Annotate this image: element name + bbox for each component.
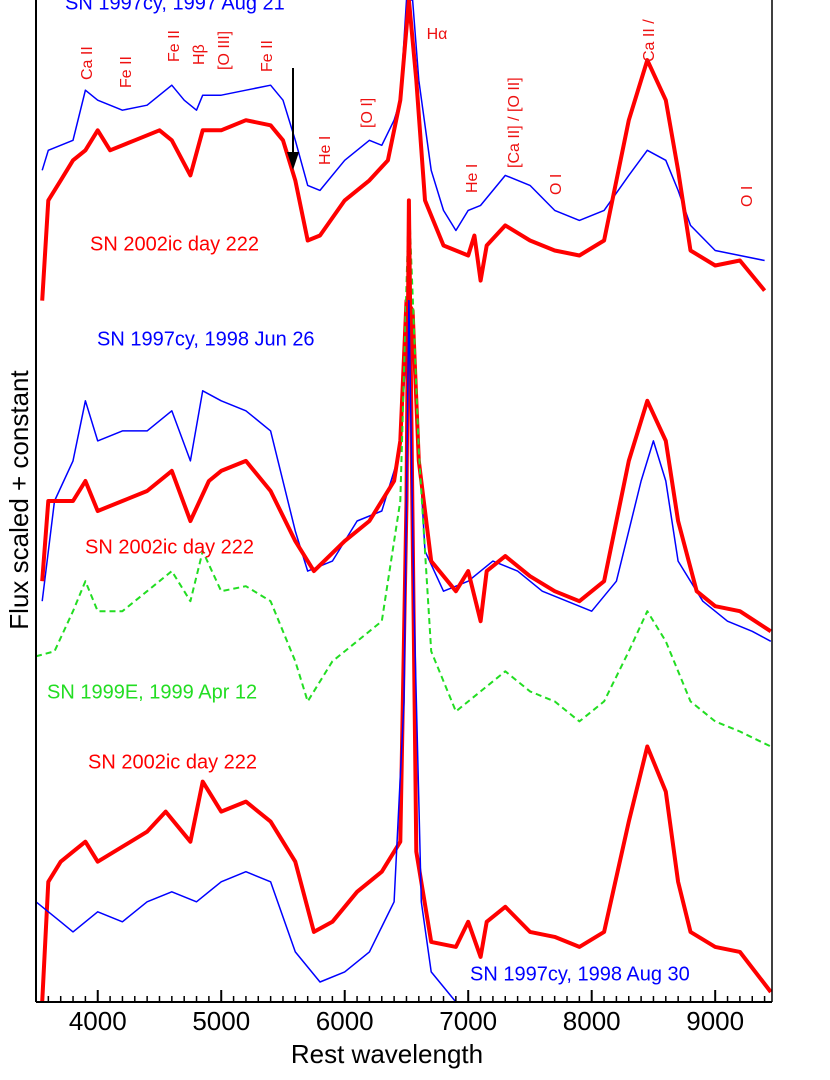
series-label: SN 2002ic day 222 bbox=[90, 233, 259, 255]
line-annotation: Ca II bbox=[79, 46, 96, 80]
line-annotation: Fe II bbox=[118, 56, 135, 88]
line-annotation: Ca II / bbox=[641, 19, 658, 62]
line-annotation: [Ca II] / [O II] bbox=[506, 77, 523, 168]
line-annotation: [O III] bbox=[216, 31, 233, 70]
line-annotation: He I bbox=[317, 136, 334, 165]
x-tick-label: 4000 bbox=[69, 1006, 127, 1036]
line-annotation: [O I] bbox=[359, 98, 376, 128]
series-label: SN 1997cy, 1998 Jun 26 bbox=[97, 328, 315, 350]
plot-area bbox=[36, 0, 772, 1002]
y-axis-label: Flux scaled + constant bbox=[4, 370, 34, 630]
spectrum-line bbox=[40, 198, 772, 1002]
line-annotation: Hα bbox=[427, 26, 448, 43]
x-tick-label: 9000 bbox=[686, 1006, 744, 1036]
spectrum-line bbox=[40, 0, 767, 301]
line-annotation: He I bbox=[464, 164, 481, 193]
series-label: SN 1999E, 1999 Apr 12 bbox=[47, 681, 257, 703]
line-annotation: O I bbox=[548, 174, 565, 195]
arrow-head bbox=[287, 152, 299, 170]
x-tick-label: 7000 bbox=[439, 1006, 497, 1036]
line-annotation: O I bbox=[739, 186, 756, 207]
x-tick-label: 8000 bbox=[563, 1006, 621, 1036]
line-annotation: Fe II bbox=[259, 40, 276, 72]
x-tick-label: 5000 bbox=[192, 1006, 250, 1036]
series-label: SN 2002ic day 222 bbox=[85, 536, 254, 558]
series-label: SN 2002ic day 222 bbox=[88, 751, 257, 773]
series-label: SN 1997cy, 1997 Aug 21 bbox=[65, 0, 285, 14]
spectrum-line bbox=[36, 199, 772, 748]
x-tick-label: 6000 bbox=[316, 1006, 374, 1036]
spectrum-line bbox=[36, 299, 457, 1002]
series-label: SN 1997cy, 1998 Aug 30 bbox=[470, 963, 690, 985]
line-annotation: Fe II bbox=[166, 30, 183, 62]
x-axis-label: Rest wavelength bbox=[291, 1039, 483, 1069]
line-annotation: Hβ bbox=[191, 44, 208, 65]
